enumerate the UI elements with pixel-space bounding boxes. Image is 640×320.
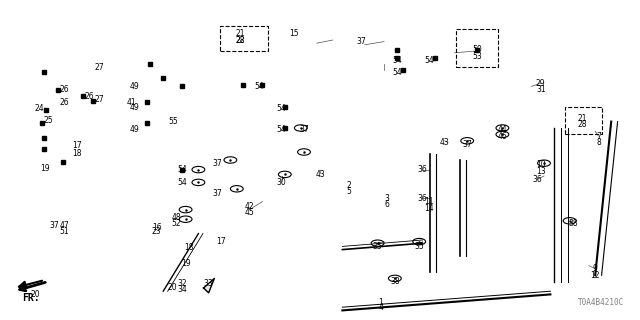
Polygon shape [204, 278, 214, 293]
Text: 54: 54 [392, 68, 402, 76]
Text: 49: 49 [129, 125, 140, 134]
Text: 54: 54 [392, 56, 402, 65]
Text: 54: 54 [177, 178, 188, 187]
Text: 3: 3 [385, 194, 390, 203]
Text: 16: 16 [152, 223, 162, 232]
Text: 43: 43 [315, 170, 325, 179]
Text: 5: 5 [346, 188, 351, 196]
Text: 14: 14 [424, 204, 434, 212]
Text: 21: 21 [236, 29, 244, 38]
Text: 7: 7 [596, 132, 601, 140]
Text: 13: 13 [536, 167, 546, 176]
Text: 34: 34 [177, 285, 188, 294]
Text: 20: 20 [30, 290, 40, 299]
Text: 36: 36 [532, 175, 543, 184]
Text: 54: 54 [254, 82, 264, 91]
Text: 37: 37 [299, 125, 309, 134]
Text: 9: 9 [593, 264, 598, 273]
Text: 52: 52 [171, 220, 181, 228]
Text: T0A4B4210C: T0A4B4210C [578, 298, 624, 307]
Text: 32: 32 [177, 279, 188, 288]
Text: 1: 1 [378, 298, 383, 307]
Text: 28: 28 [578, 120, 587, 129]
Text: 17: 17 [72, 141, 82, 150]
Text: 28: 28 [236, 36, 244, 44]
Text: 55: 55 [168, 117, 178, 126]
Text: 27: 27 [94, 95, 104, 104]
Text: 27: 27 [94, 63, 104, 72]
Text: 47: 47 [59, 221, 69, 230]
Text: 22: 22 [236, 36, 244, 44]
Text: 51: 51 [59, 228, 69, 236]
Text: 54: 54 [276, 104, 287, 113]
Text: 35: 35 [414, 242, 424, 251]
Text: 38: 38 [390, 277, 401, 286]
Text: 4: 4 [378, 303, 383, 312]
Text: 43: 43 [440, 138, 450, 147]
Text: 54: 54 [424, 56, 434, 65]
Text: 54: 54 [276, 125, 287, 134]
Text: 29: 29 [536, 79, 546, 88]
Text: 37: 37 [212, 189, 223, 198]
Text: 10: 10 [536, 160, 546, 169]
Text: 37: 37 [462, 140, 472, 148]
Text: 50: 50 [472, 45, 482, 54]
Text: 8: 8 [596, 138, 601, 147]
Text: 26: 26 [84, 92, 95, 100]
Text: 36: 36 [417, 165, 428, 174]
Text: 26: 26 [59, 85, 69, 94]
Text: 6: 6 [385, 200, 390, 209]
Text: 45: 45 [244, 208, 255, 217]
Text: 53: 53 [472, 52, 482, 60]
Text: 37: 37 [49, 221, 60, 230]
Text: 18: 18 [72, 149, 81, 158]
Text: 19: 19 [180, 260, 191, 268]
Text: 46: 46 [497, 132, 508, 140]
Text: 26: 26 [59, 98, 69, 107]
Text: 20: 20 [168, 284, 178, 292]
Text: 35: 35 [372, 242, 383, 251]
Text: 18: 18 [184, 244, 193, 252]
Text: 24: 24 [35, 104, 45, 113]
Text: 49: 49 [129, 82, 140, 91]
Text: 21: 21 [578, 114, 587, 123]
Text: 31: 31 [536, 85, 546, 94]
Text: 38: 38 [568, 220, 578, 228]
Text: 25: 25 [43, 116, 53, 124]
Text: 33: 33 [203, 279, 213, 288]
Text: 54: 54 [177, 165, 188, 174]
Text: 19: 19 [40, 164, 50, 172]
Text: 15: 15 [289, 29, 300, 38]
Text: 2: 2 [346, 181, 351, 190]
Text: 44: 44 [497, 125, 508, 134]
Text: 17: 17 [216, 237, 226, 246]
Text: 42: 42 [244, 202, 255, 211]
Text: 36: 36 [417, 194, 428, 203]
Text: 37: 37 [212, 159, 223, 168]
Text: 23: 23 [152, 228, 162, 236]
Text: 12: 12 [591, 271, 600, 280]
Text: 41: 41 [126, 98, 136, 107]
Text: 11: 11 [424, 197, 433, 206]
Text: 49: 49 [129, 103, 140, 112]
Text: 37: 37 [356, 37, 367, 46]
Text: FR.: FR. [22, 293, 40, 303]
Text: 48: 48 [171, 213, 181, 222]
Text: 30: 30 [276, 178, 287, 187]
